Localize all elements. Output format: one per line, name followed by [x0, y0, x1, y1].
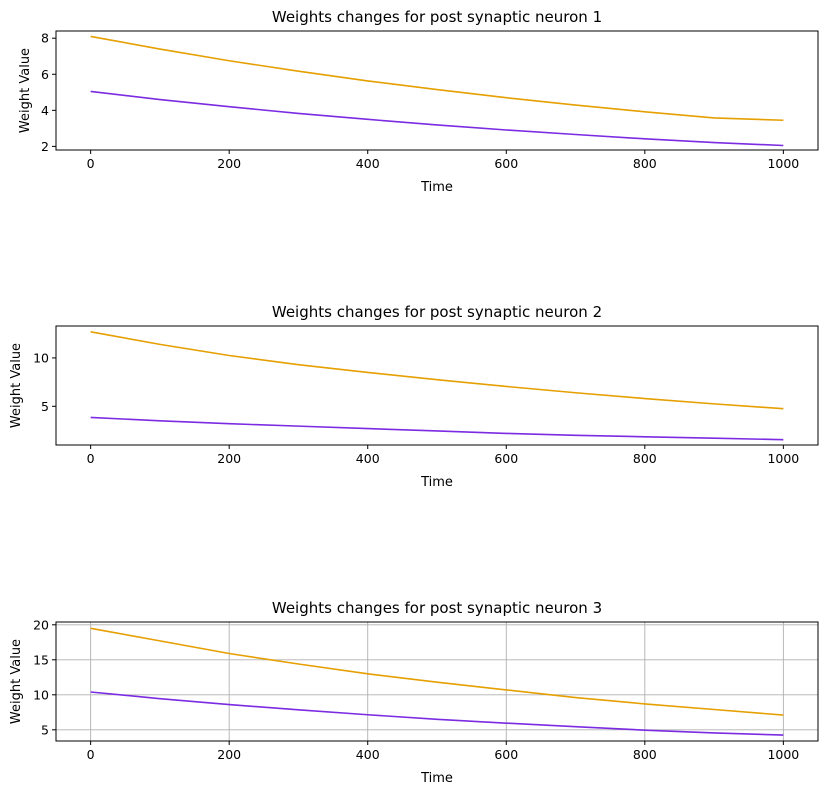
x-axis-label: Time	[420, 180, 453, 195]
x-tick-label: 800	[633, 451, 657, 466]
x-axis-label: Time	[420, 771, 453, 786]
y-tick-label: 20	[33, 617, 49, 632]
x-tick-label: 400	[356, 747, 380, 762]
x-tick-label: 600	[494, 747, 518, 762]
chart-panel-3: 0 200 400 600 800 1000 5 10 15 20 Weights changes …	[9, 599, 819, 786]
y-tick-label: 8	[41, 31, 49, 46]
y-tick-label: 5	[41, 722, 49, 737]
chart-panel-2: 0 200 400 600 800 1000 5 10 Weights changes for …	[9, 303, 819, 490]
chart-title: Weights changes for post synaptic neuron…	[272, 599, 602, 617]
x-tick-label: 0	[87, 156, 95, 171]
series-line-2	[90, 90, 784, 147]
y-tick-label: 5	[41, 399, 49, 414]
y-tick-label: 4	[41, 103, 49, 118]
series-line-2	[90, 691, 784, 736]
y-tick-label: 15	[33, 652, 49, 667]
y-axis-label: Weight Value	[9, 639, 24, 724]
chart-title: Weights changes for post synaptic neuron…	[272, 303, 602, 321]
x-tick-label: 800	[633, 156, 657, 171]
series-line-2	[90, 416, 784, 441]
chart-panel-1: 0 200 400 600 800 1000 2 4 6 8 Weights changes for…	[18, 8, 819, 195]
x-axis-label: Time	[420, 475, 453, 490]
y-tick-label: 10	[33, 350, 49, 365]
series-line-1	[90, 331, 784, 410]
x-tick-label: 1000	[767, 156, 799, 171]
x-tick-label: 0	[87, 451, 95, 466]
y-tick-label: 10	[33, 687, 49, 702]
x-tick-label: 200	[217, 747, 241, 762]
x-tick-label: 1000	[767, 747, 799, 762]
plot-frame	[55, 621, 819, 742]
y-tick-label: 6	[41, 67, 49, 82]
x-tick-label: 200	[217, 156, 241, 171]
series-line-1	[90, 35, 784, 122]
x-tick-label: 400	[356, 451, 380, 466]
plot-frame	[55, 325, 819, 446]
x-tick-label: 600	[494, 451, 518, 466]
plot-frame	[55, 30, 819, 151]
y-axis-label: Weight Value	[18, 48, 33, 133]
x-tick-label: 0	[87, 747, 95, 762]
chart-title: Weights changes for post synaptic neuron…	[272, 8, 602, 26]
x-tick-label: 1000	[767, 451, 799, 466]
x-tick-label: 200	[217, 451, 241, 466]
y-tick-label: 2	[41, 139, 49, 154]
x-tick-label: 400	[356, 156, 380, 171]
x-tick-label: 800	[633, 747, 657, 762]
series-line-1	[90, 627, 784, 716]
y-axis-label: Weight Value	[9, 343, 24, 428]
x-tick-label: 600	[494, 156, 518, 171]
